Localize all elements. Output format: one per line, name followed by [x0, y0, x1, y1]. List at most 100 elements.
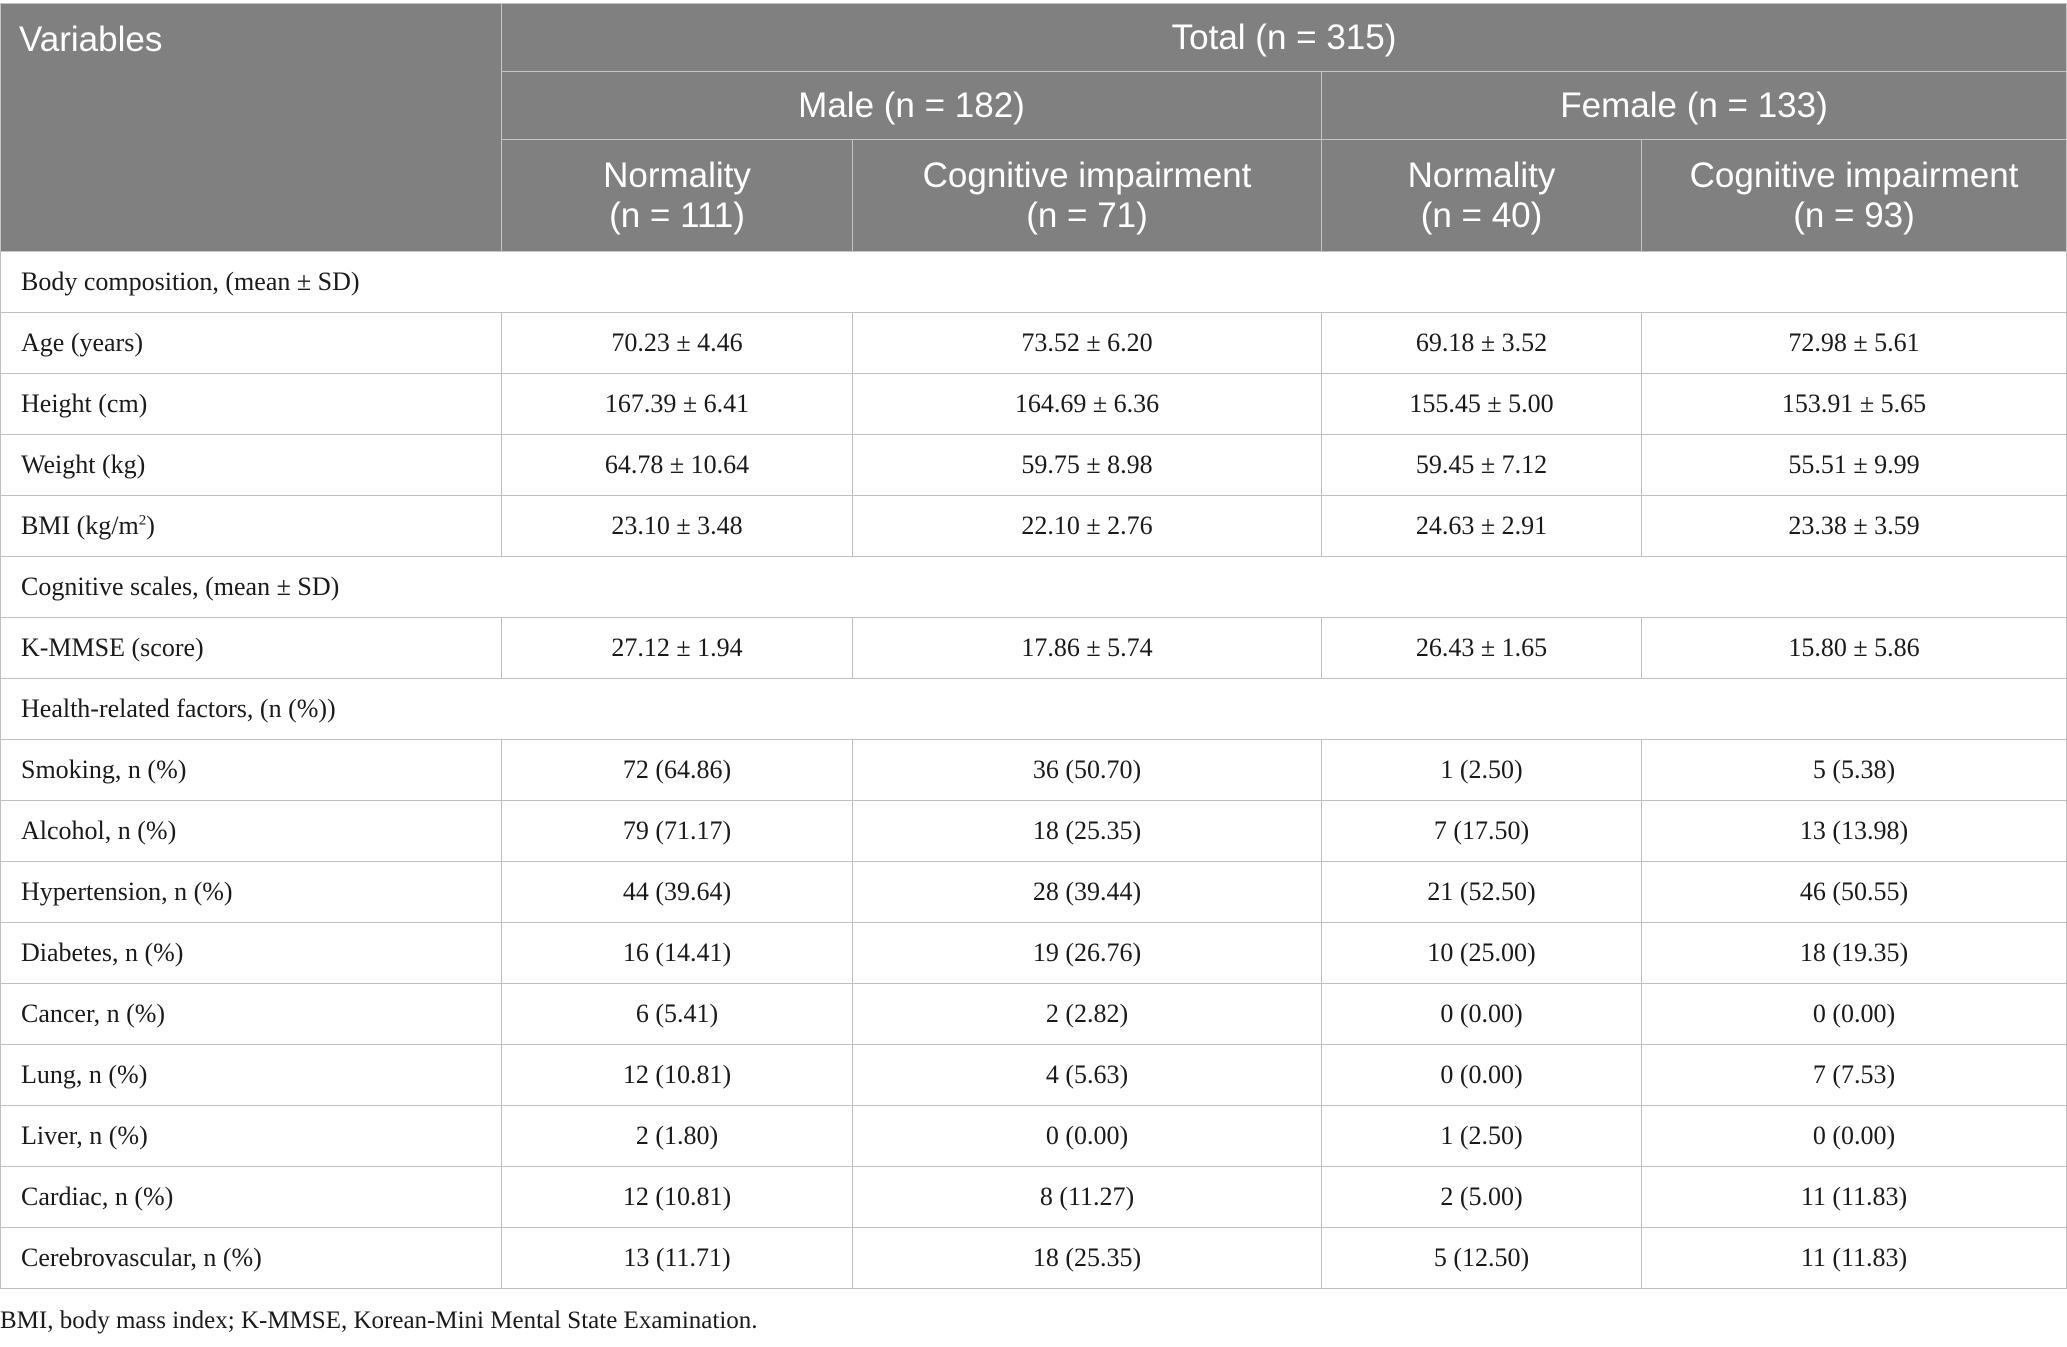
- row-label-text: Age (years): [21, 328, 143, 357]
- table-cell: 72.98 ± 5.61: [1640, 312, 2067, 374]
- table-cell: 72 (64.86): [501, 739, 853, 801]
- row-label-text: Weight (kg): [21, 450, 146, 479]
- section-label: Health-related factors, (n (%)): [0, 678, 2067, 740]
- table-cell: 18 (25.35): [852, 800, 1322, 862]
- table-header: Variables Total (n = 315) Male (n = 182)…: [0, 3, 2067, 252]
- row-label: Cardiac, n (%): [0, 1166, 502, 1228]
- table-row: Diabetes, n (%) 16 (14.41) 19 (26.76) 10 (2…: [0, 922, 2067, 984]
- row-label: Cancer, n (%): [0, 983, 502, 1045]
- table-cell: 0 (0.00): [1321, 1044, 1642, 1106]
- table-cell: 36 (50.70): [852, 739, 1322, 801]
- table-cell: 2 (5.00): [1321, 1166, 1642, 1228]
- section-label: Cognitive scales, (mean ± SD): [0, 556, 2067, 618]
- characteristics-table: Variables Total (n = 315) Male (n = 182)…: [0, 3, 2067, 1289]
- section-row: Cognitive scales, (mean ± SD): [0, 556, 2067, 618]
- row-label: Alcohol, n (%): [0, 800, 502, 862]
- table-cell: 4 (5.63): [852, 1044, 1322, 1106]
- table-cell: 15.80 ± 5.86: [1640, 617, 2067, 679]
- row-label: Smoking, n (%): [0, 739, 502, 801]
- table-footnote: BMI, body mass index; K-MMSE, Korean-Min…: [0, 1307, 758, 1334]
- table-cell: 11 (11.83): [1640, 1166, 2067, 1228]
- row-label: Age (years): [0, 312, 502, 374]
- row-label-text: BMI (kg/m: [21, 511, 139, 540]
- row-label: Diabetes, n (%): [0, 922, 502, 984]
- header-female-impairment: Cognitive impairment (n = 93): [1640, 139, 2067, 252]
- header-female: Female (n = 133): [1320, 71, 2067, 140]
- table-cell: 2 (2.82): [852, 983, 1322, 1045]
- table-body: Body composition, (mean ± SD) Age (years)…: [0, 251, 2067, 1289]
- table-row: Alcohol, n (%) 79 (71.17) 18 (25.35) 7 (17.…: [0, 800, 2067, 862]
- table-cell: 0 (0.00): [1640, 1105, 2067, 1167]
- header-female-normality: Normality (n = 40): [1321, 139, 1642, 252]
- table-cell: 6 (5.41): [501, 983, 853, 1045]
- section-label: Body composition, (mean ± SD): [0, 251, 2067, 313]
- section-row: Body composition, (mean ± SD): [0, 251, 2067, 313]
- table-cell: 23.38 ± 3.59: [1640, 495, 2067, 557]
- table-cell: 55.51 ± 9.99: [1640, 434, 2067, 496]
- header-variables: Variables: [0, 3, 502, 252]
- row-label-text: Cardiac, n (%): [21, 1182, 174, 1211]
- row-label: K-MMSE (score): [0, 617, 502, 679]
- table-row: K-MMSE (score) 27.12 ± 1.94 17.86 ± 5.74 26…: [0, 617, 2067, 679]
- table-cell: 46 (50.55): [1640, 861, 2067, 923]
- table-row: Cerebrovascular, n (%) 13 (11.71) 18 (25.3…: [0, 1227, 2067, 1289]
- table-cell: 153.91 ± 5.65: [1640, 373, 2067, 435]
- row-label: Cerebrovascular, n (%): [0, 1227, 502, 1289]
- table-row: Weight (kg) 64.78 ± 10.64 59.75 ± 8.98 59.4…: [0, 434, 2067, 496]
- table-row: Hypertension, n (%) 44 (39.64) 28 (39.44) 2…: [0, 861, 2067, 923]
- table-cell: 13 (13.98): [1640, 800, 2067, 862]
- table-container: Variables Total (n = 315) Male (n = 182)…: [0, 3, 2067, 1289]
- row-label: Lung, n (%): [0, 1044, 502, 1106]
- table-cell: 21 (52.50): [1321, 861, 1642, 923]
- table-cell: 22.10 ± 2.76: [852, 495, 1322, 557]
- table-cell: 2 (1.80): [501, 1105, 853, 1167]
- table-row: Height (cm) 167.39 ± 6.41 164.69 ± 6.36 155…: [0, 373, 2067, 435]
- table-cell: 1 (2.50): [1321, 739, 1642, 801]
- row-label: Height (cm): [0, 373, 502, 435]
- table-row: Lung, n (%) 12 (10.81) 4 (5.63) 0 (0.00) 7 (…: [0, 1044, 2067, 1106]
- table-cell: 12 (10.81): [501, 1044, 853, 1106]
- table-cell: 26.43 ± 1.65: [1321, 617, 1642, 679]
- table-cell: 27.12 ± 1.94: [501, 617, 853, 679]
- table-cell: 24.63 ± 2.91: [1321, 495, 1642, 557]
- table-cell: 0 (0.00): [852, 1105, 1322, 1167]
- row-label: Liver, n (%): [0, 1105, 502, 1167]
- table-cell: 16 (14.41): [501, 922, 853, 984]
- table-cell: 59.75 ± 8.98: [852, 434, 1322, 496]
- table-cell: 5 (5.38): [1640, 739, 2067, 801]
- table-cell: 18 (19.35): [1640, 922, 2067, 984]
- row-label-text: Diabetes, n (%): [21, 938, 184, 967]
- table-row: Age (years) 70.23 ± 4.46 73.52 ± 6.20 69.18…: [0, 312, 2067, 374]
- table-cell: 155.45 ± 5.00: [1321, 373, 1642, 435]
- row-label-text: Lung, n (%): [21, 1060, 148, 1089]
- table-cell: 18 (25.35): [852, 1227, 1322, 1289]
- table-cell: 23.10 ± 3.48: [501, 495, 853, 557]
- row-label: BMI (kg/m2): [0, 495, 502, 557]
- header-male-normality: Normality (n = 111): [501, 139, 853, 252]
- table-cell: 28 (39.44): [852, 861, 1322, 923]
- table-cell: 73.52 ± 6.20: [852, 312, 1322, 374]
- header-male-impairment: Cognitive impairment (n = 71): [852, 139, 1322, 252]
- table-cell: 164.69 ± 6.36: [852, 373, 1322, 435]
- table-cell: 79 (71.17): [501, 800, 853, 862]
- table-cell: 69.18 ± 3.52: [1321, 312, 1642, 374]
- table-row: Cancer, n (%) 6 (5.41) 2 (2.82) 0 (0.00) 0 (…: [0, 983, 2067, 1045]
- table-cell: 7 (7.53): [1640, 1044, 2067, 1106]
- row-label-text: Height (cm): [21, 389, 148, 418]
- row-label-suffix: ): [146, 511, 155, 540]
- row-label: Weight (kg): [0, 434, 502, 496]
- table-row: Smoking, n (%) 72 (64.86) 36 (50.70) 1 (2.5…: [0, 739, 2067, 801]
- table-cell: 7 (17.50): [1321, 800, 1642, 862]
- row-label-text: Liver, n (%): [21, 1121, 148, 1150]
- table-cell: 17.86 ± 5.74: [852, 617, 1322, 679]
- table-cell: 8 (11.27): [852, 1166, 1322, 1228]
- table-cell: 70.23 ± 4.46: [501, 312, 853, 374]
- table-cell: 1 (2.50): [1321, 1105, 1642, 1167]
- table-cell: 167.39 ± 6.41: [501, 373, 853, 435]
- table-cell: 5 (12.50): [1321, 1227, 1642, 1289]
- table-cell: 0 (0.00): [1321, 983, 1642, 1045]
- row-label-text: Alcohol, n (%): [21, 816, 177, 845]
- table-cell: 44 (39.64): [501, 861, 853, 923]
- table-cell: 64.78 ± 10.64: [501, 434, 853, 496]
- row-label-text: Cerebrovascular, n (%): [21, 1243, 262, 1272]
